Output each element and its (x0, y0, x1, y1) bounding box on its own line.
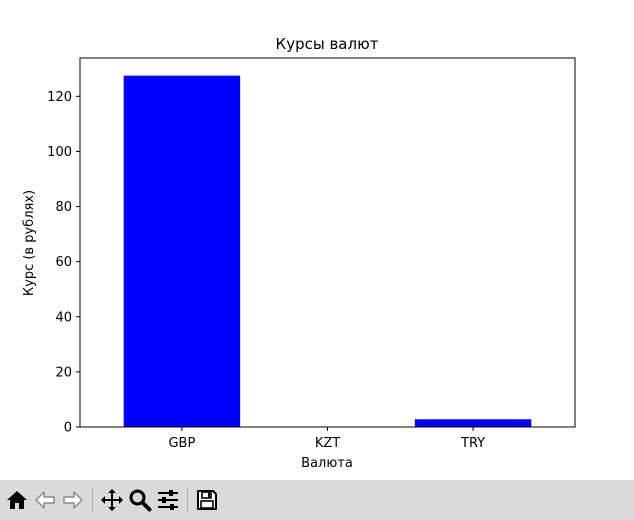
bar-chart: Курсы валют 0 20 40 60 80 100 120 GBP KZT TRY Ку… (22, 35, 576, 471)
navigation-toolbar (0, 480, 634, 520)
forward-icon (63, 491, 83, 509)
pan-icon (101, 489, 123, 511)
bar-try (414, 419, 532, 427)
y-tick-label: 20 (55, 365, 72, 380)
back-button[interactable] (32, 485, 58, 515)
save-icon (197, 490, 217, 510)
figure-canvas[interactable]: Курсы валют 0 20 40 60 80 100 120 GBP KZT TRY Ку… (0, 0, 634, 480)
y-axis-label: Курс (в рублях) (22, 190, 37, 296)
configure-subplots-icon (158, 490, 178, 510)
x-tick-label: TRY (460, 436, 485, 451)
save-button[interactable] (194, 485, 220, 515)
y-tick-label: 80 (55, 200, 72, 215)
pan-button[interactable] (99, 485, 125, 515)
zoom-button[interactable] (127, 485, 153, 515)
y-tick-label: 40 (55, 310, 72, 325)
toolbar-separator (187, 488, 188, 512)
zoom-icon (129, 489, 152, 512)
toolbar-separator (92, 488, 93, 512)
x-tick-label: KZT (315, 436, 340, 451)
y-tick-label: 0 (64, 421, 72, 436)
back-icon (35, 491, 55, 509)
chart-title: Курсы валют (276, 35, 379, 53)
home-icon (7, 491, 27, 509)
y-tick-label: 100 (47, 145, 72, 160)
x-tick-label: GBP (168, 436, 195, 451)
bar-gbp (123, 75, 241, 428)
y-tick-label: 120 (47, 90, 72, 105)
home-button[interactable] (4, 485, 30, 515)
forward-button[interactable] (60, 485, 86, 515)
configure-subplots-button[interactable] (155, 485, 181, 515)
x-axis-label: Валюта (301, 456, 353, 471)
y-tick-label: 60 (55, 255, 72, 270)
